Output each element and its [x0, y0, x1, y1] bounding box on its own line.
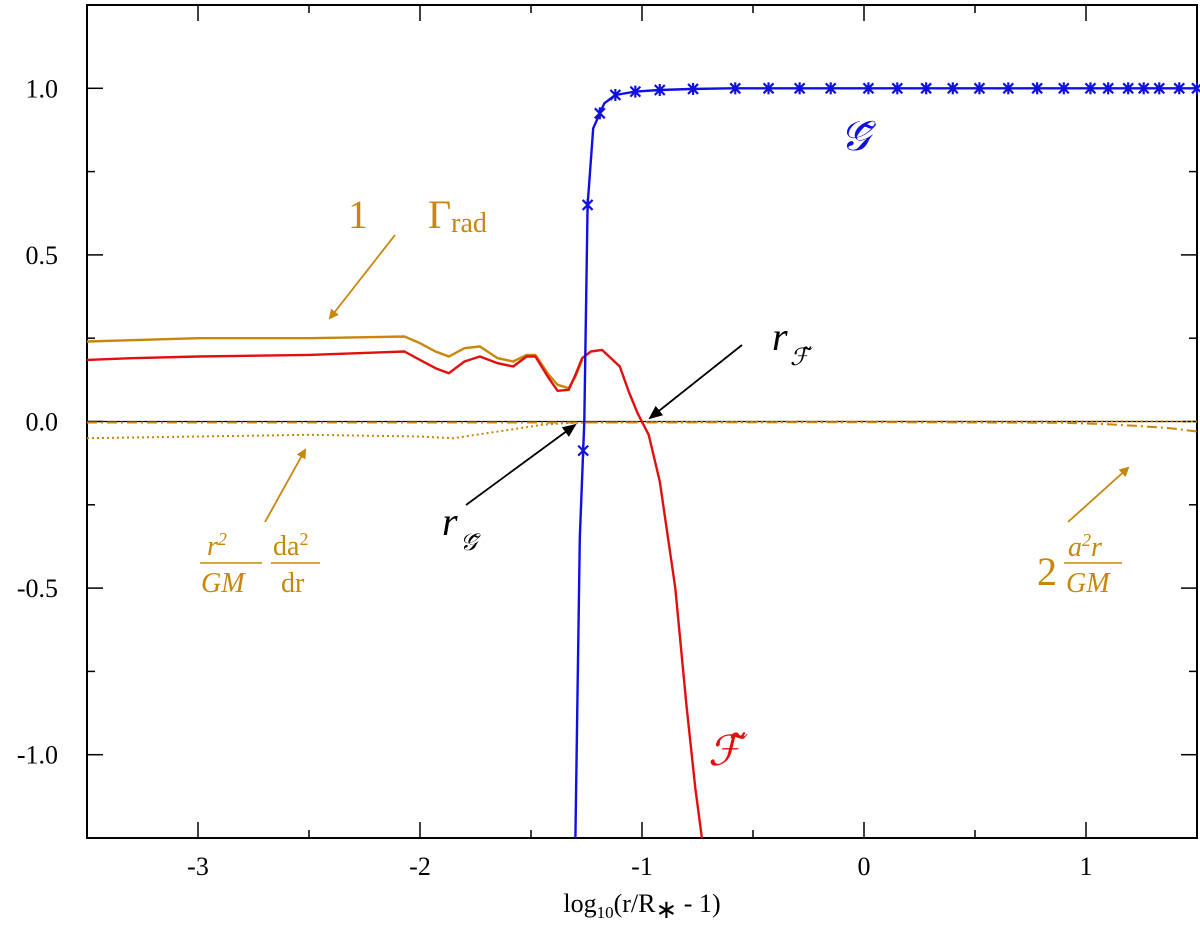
a2r-label: 2 a2r GM — [1037, 530, 1122, 599]
g-marker — [581, 198, 594, 211]
g-marker — [577, 444, 589, 457]
series-line-G — [574, 87, 1197, 839]
g-marker — [1102, 82, 1114, 95]
svg-text:a2r: a2r — [1068, 530, 1102, 563]
svg-text:r2: r2 — [207, 529, 227, 562]
g-marker — [793, 82, 806, 95]
g-marker — [1058, 82, 1070, 95]
g-marker — [824, 82, 837, 95]
x-tick-label: 1 — [1080, 852, 1093, 881]
g-marker — [862, 82, 875, 95]
series-line-two_a2r — [87, 421, 1198, 433]
svg-text:r: r — [772, 314, 788, 359]
x-tick-label: -2 — [409, 852, 431, 881]
g-marker — [762, 82, 775, 95]
gamma-arrow — [328, 234, 396, 320]
series-layer — [86, 82, 1200, 839]
one-label: 1 — [348, 192, 368, 237]
dadr-arrow — [264, 448, 306, 523]
dadr-label: r2 GM da2 dr — [200, 529, 320, 599]
x-tick-label: -3 — [187, 852, 209, 881]
svg-text:r: r — [442, 499, 458, 544]
y-tick-label: -0.5 — [17, 574, 58, 603]
g-marker — [1002, 82, 1015, 95]
f-tilde-label: ℱ̃ — [708, 729, 748, 775]
series-line-F — [86, 348, 704, 839]
g-marker — [1084, 82, 1097, 95]
axis-ticks — [86, 4, 1198, 839]
svg-text:dr: dr — [281, 568, 305, 599]
g-marker — [973, 82, 986, 95]
g-marker — [947, 82, 959, 95]
a2r-arrow — [1067, 466, 1130, 523]
g-marker — [687, 82, 699, 95]
r-f-label: r ℱ̃ — [772, 314, 813, 371]
y-tick-label: 0.0 — [26, 408, 59, 437]
r-f-arrow — [648, 344, 743, 420]
r-g-arrow — [465, 423, 577, 506]
series-line-one_minus_gamma — [86, 335, 584, 390]
svg-text:ℱ̃: ℱ̃ — [790, 345, 813, 371]
g-marker — [920, 82, 932, 95]
y-tick-label: -1.0 — [17, 741, 58, 770]
svg-text:da2: da2 — [273, 529, 308, 562]
g-marker — [1173, 82, 1186, 95]
svg-text:GM: GM — [1066, 568, 1111, 599]
r-g-label: r 𝒢̃ — [442, 499, 481, 556]
g-marker — [1137, 82, 1150, 95]
tick-labels: -3 -2 -1 0 1 -1.0 -0.5 0.0 0.5 1.0 — [17, 74, 1093, 881]
x-axis-title: log10(r/R∗ - 1) — [563, 889, 720, 924]
g-marker — [653, 83, 666, 96]
g-marker — [609, 88, 622, 101]
gamma-rad-label: Γrad — [428, 192, 487, 239]
g-marker — [1122, 82, 1134, 95]
g-marker — [891, 82, 904, 95]
g-marker — [729, 82, 742, 95]
g-marker — [594, 107, 606, 120]
g-marker — [1031, 82, 1043, 95]
svg-text:GM: GM — [201, 568, 246, 599]
svg-text:𝒢̃: 𝒢̃ — [460, 530, 481, 556]
g-tilde-label: 𝒢̃ — [840, 114, 877, 160]
g-marker — [1153, 82, 1166, 95]
x-tick-label: 0 — [858, 852, 871, 881]
x-tick-label: -1 — [631, 852, 653, 881]
g-marker — [1191, 82, 1200, 95]
svg-text:2: 2 — [1037, 549, 1057, 594]
y-tick-label: 1.0 — [26, 74, 59, 103]
g-marker — [629, 85, 642, 98]
y-tick-label: 0.5 — [26, 241, 59, 270]
